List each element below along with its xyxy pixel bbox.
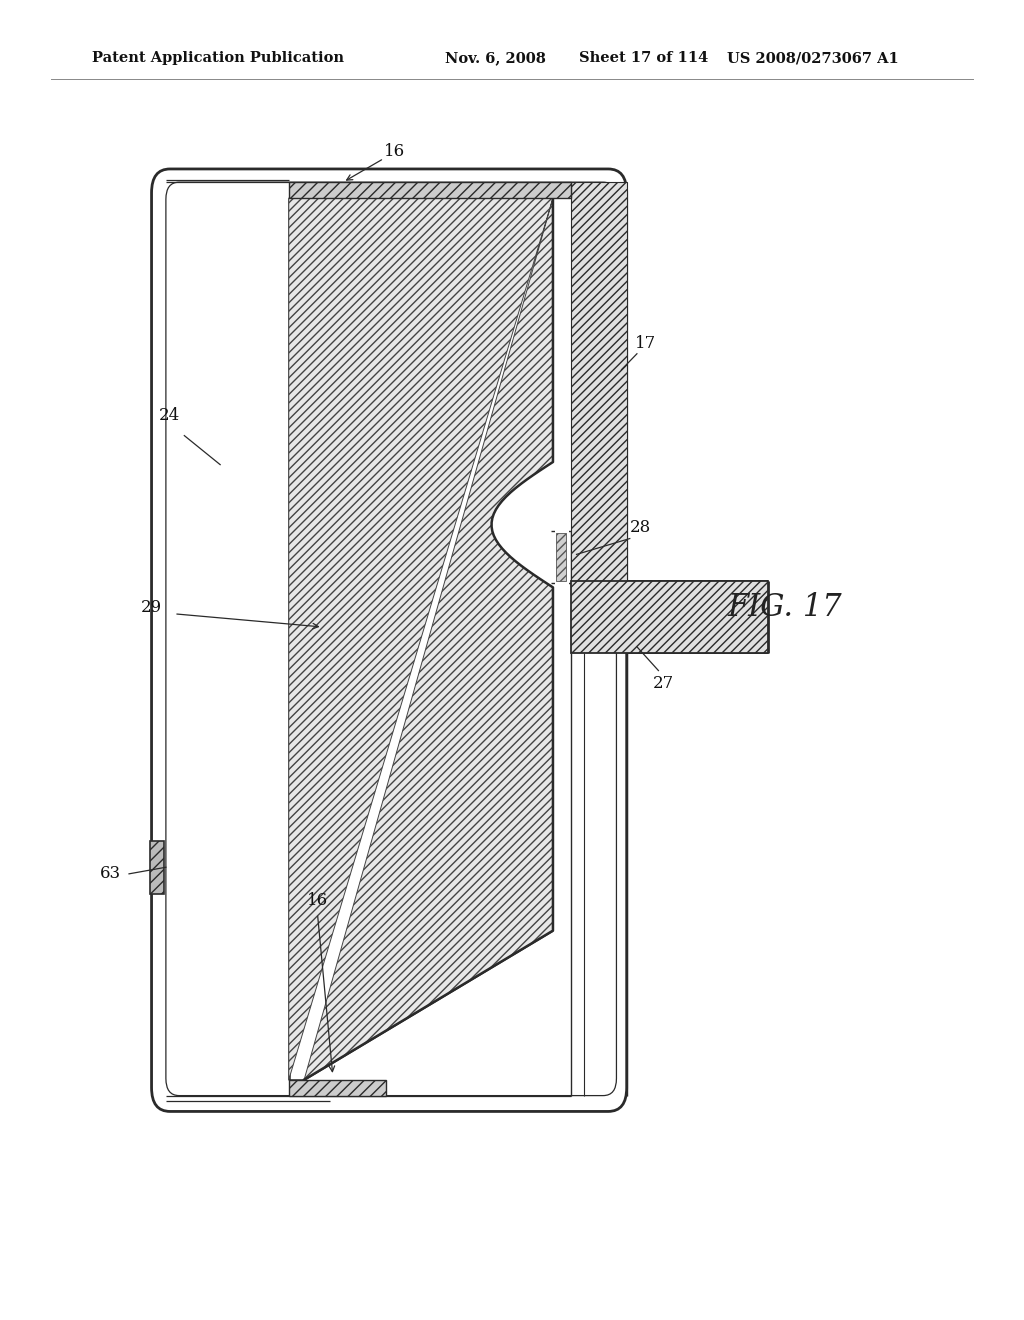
Text: 16: 16: [384, 144, 404, 160]
Text: 29: 29: [141, 599, 162, 615]
Text: 28: 28: [630, 520, 650, 536]
FancyBboxPatch shape: [152, 169, 627, 1111]
Text: Patent Application Publication: Patent Application Publication: [92, 51, 344, 65]
Polygon shape: [556, 533, 566, 581]
Polygon shape: [571, 182, 627, 581]
Text: 17: 17: [635, 335, 655, 351]
Polygon shape: [150, 841, 164, 894]
FancyBboxPatch shape: [166, 182, 616, 1096]
Text: Nov. 6, 2008: Nov. 6, 2008: [445, 51, 547, 65]
Polygon shape: [289, 1080, 386, 1096]
Polygon shape: [289, 198, 553, 1080]
Text: 27: 27: [653, 676, 674, 692]
Text: 24: 24: [159, 408, 179, 424]
Polygon shape: [289, 182, 571, 198]
Text: 16: 16: [307, 892, 328, 908]
Text: Sheet 17 of 114: Sheet 17 of 114: [579, 51, 708, 65]
Text: 63: 63: [100, 866, 121, 882]
Polygon shape: [555, 198, 569, 587]
Polygon shape: [571, 581, 768, 653]
Text: FIG. 17: FIG. 17: [727, 591, 842, 623]
Text: US 2008/0273067 A1: US 2008/0273067 A1: [727, 51, 899, 65]
